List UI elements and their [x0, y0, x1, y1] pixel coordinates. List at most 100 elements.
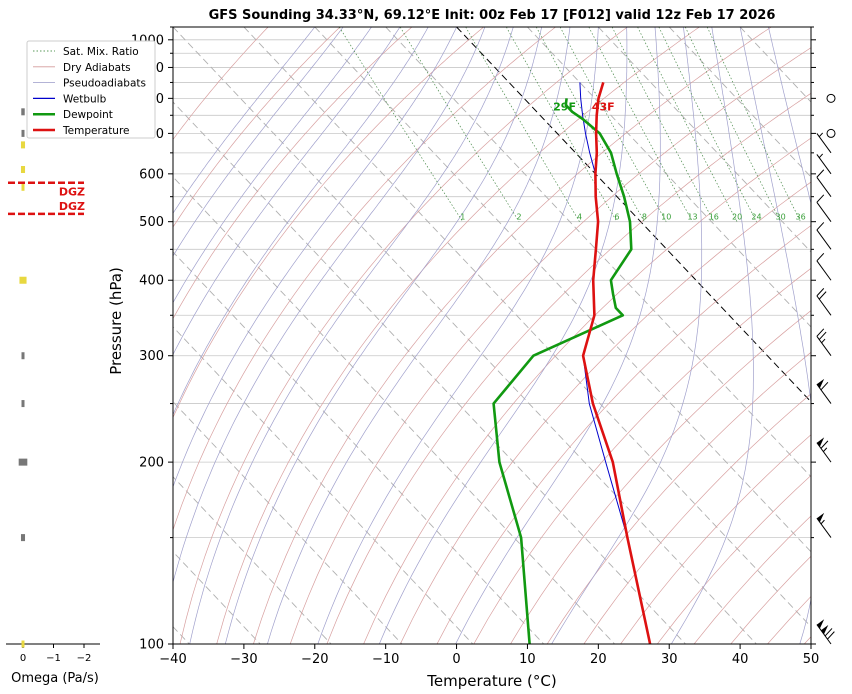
pseudoadiabat: [189, 27, 514, 644]
wind-barb: [816, 132, 832, 154]
omega-bar: [21, 352, 25, 360]
barb-half: [821, 338, 826, 344]
barb-half: [818, 153, 824, 159]
x-tick-label: −40: [159, 652, 186, 667]
x-axis-ticks: −40 −30 −20 −10 0 10 20 30 40 50: [159, 644, 819, 667]
barb-full: [816, 222, 825, 231]
mixing-ratio-line: [658, 27, 757, 222]
pseudoadiabat: [378, 27, 628, 644]
plot-frame: [172, 26, 812, 645]
background-lines: [173, 27, 811, 644]
mixing-ratio-label: 8: [642, 213, 647, 222]
x-tick-label: −30: [230, 652, 257, 667]
isotherm: [173, 251, 545, 644]
barb-full: [816, 194, 825, 203]
mixing-ratio-line: [535, 27, 645, 222]
x-tick-label: 30: [661, 652, 678, 667]
isotherm: [173, 401, 403, 644]
wind-barb: [816, 194, 832, 222]
dry-adiabat: [326, 92, 811, 644]
mixing-ratio-label: 36: [796, 213, 806, 222]
legend-label: Dewpoint: [63, 109, 113, 121]
wind-barb: [816, 288, 832, 316]
mixing-ratio-label: 6: [614, 213, 619, 222]
dry-adiabat: [399, 181, 811, 644]
pseudoadiabat: [173, 27, 486, 584]
omega-bar: [21, 183, 25, 191]
barb-flag: [816, 512, 825, 523]
calm-circle: [826, 128, 836, 138]
pseudoadiabat: [317, 27, 599, 644]
isotherm: [173, 476, 332, 644]
wind-barb: [826, 128, 836, 138]
omega-bar: [19, 276, 27, 284]
mixing-ratio-line: [465, 27, 580, 222]
calm-circle: [826, 93, 836, 103]
barb-half: [820, 519, 825, 525]
x-tick-label: 10: [519, 652, 536, 667]
wind-barb: [816, 252, 832, 281]
mixing-ratio-label: 24: [751, 213, 761, 222]
x-tick-label: 40: [732, 652, 749, 667]
pseudoadiabat: [173, 27, 316, 214]
omega-bar: [20, 166, 26, 174]
legend: Sat. Mix. Ratio Dry Adiabats Pseudoadiabat…: [26, 40, 156, 139]
mixing-ratio-label: 20: [732, 213, 742, 222]
barb-full: [816, 328, 825, 337]
surface-dewpoint-label: 29F: [553, 100, 576, 113]
legend-label: Dry Adiabats: [63, 62, 131, 74]
barb-full: [820, 440, 829, 449]
omega-bar: [20, 534, 26, 542]
x-tick-label: 0: [452, 652, 460, 667]
dry-adiabat: [546, 351, 811, 644]
y-tick-label: 600: [139, 167, 164, 182]
omega-bar: [21, 640, 25, 648]
dry-adiabat: [173, 27, 413, 320]
pseudoadiabat: [173, 27, 372, 304]
x-axis-label: Temperature (°C): [426, 672, 556, 690]
mixing-ratio-line: [706, 27, 801, 222]
y-tick-label: 100: [139, 638, 164, 653]
mixing-ratio-label: 4: [577, 213, 582, 222]
y-tick-label: 400: [139, 274, 164, 289]
legend-label: Temperature: [62, 125, 130, 137]
mixing-ratio-line: [506, 27, 618, 222]
freezing-isotherm: [456, 27, 811, 403]
x-tick-label: 50: [803, 652, 820, 667]
omega-bar: [21, 400, 25, 408]
chart-title: GFS Sounding 34.33°N, 69.12°E Init: 00z …: [209, 8, 776, 23]
pseudoadiabat: [173, 27, 344, 257]
wind-barb: [816, 222, 832, 250]
mixing-ratio-line: [637, 27, 738, 222]
dry-adiabat: [583, 393, 811, 644]
surface-temperature-label: 43F: [592, 100, 615, 113]
dry-adiabat: [289, 47, 811, 644]
legend-label: Sat. Mix. Ratio: [63, 46, 139, 58]
dry-adiabat: [216, 27, 700, 644]
omega-tick-label: −2: [77, 653, 92, 664]
dry-adiabat: [173, 27, 484, 419]
wind-barb: [816, 328, 832, 357]
mixing-ratio-label: 30: [776, 213, 786, 222]
barb-flag: [816, 378, 825, 389]
dry-adiabat: [173, 27, 556, 531]
barb-staff: [816, 201, 832, 222]
barb-flag: [816, 437, 825, 447]
wind-barb: [816, 378, 832, 404]
dry-adiabat: [510, 310, 811, 644]
wind-barb: [816, 153, 832, 175]
isotherm: [314, 27, 811, 553]
barb-full: [827, 631, 835, 640]
x-tick-label: 20: [590, 652, 607, 667]
y-axis-label: Pressure (hPa): [107, 267, 125, 375]
pseudoadiabat: [173, 27, 401, 356]
dry-adiabat: [473, 267, 811, 644]
mixing-ratio-line: [684, 27, 781, 222]
mixing-ratio-label: 13: [687, 213, 697, 222]
omega-axis-label: Omega (Pa/s): [11, 671, 99, 686]
barb-full: [824, 628, 833, 637]
pseudoadiabat: [739, 27, 811, 644]
series-dewpoint: [492, 98, 633, 644]
